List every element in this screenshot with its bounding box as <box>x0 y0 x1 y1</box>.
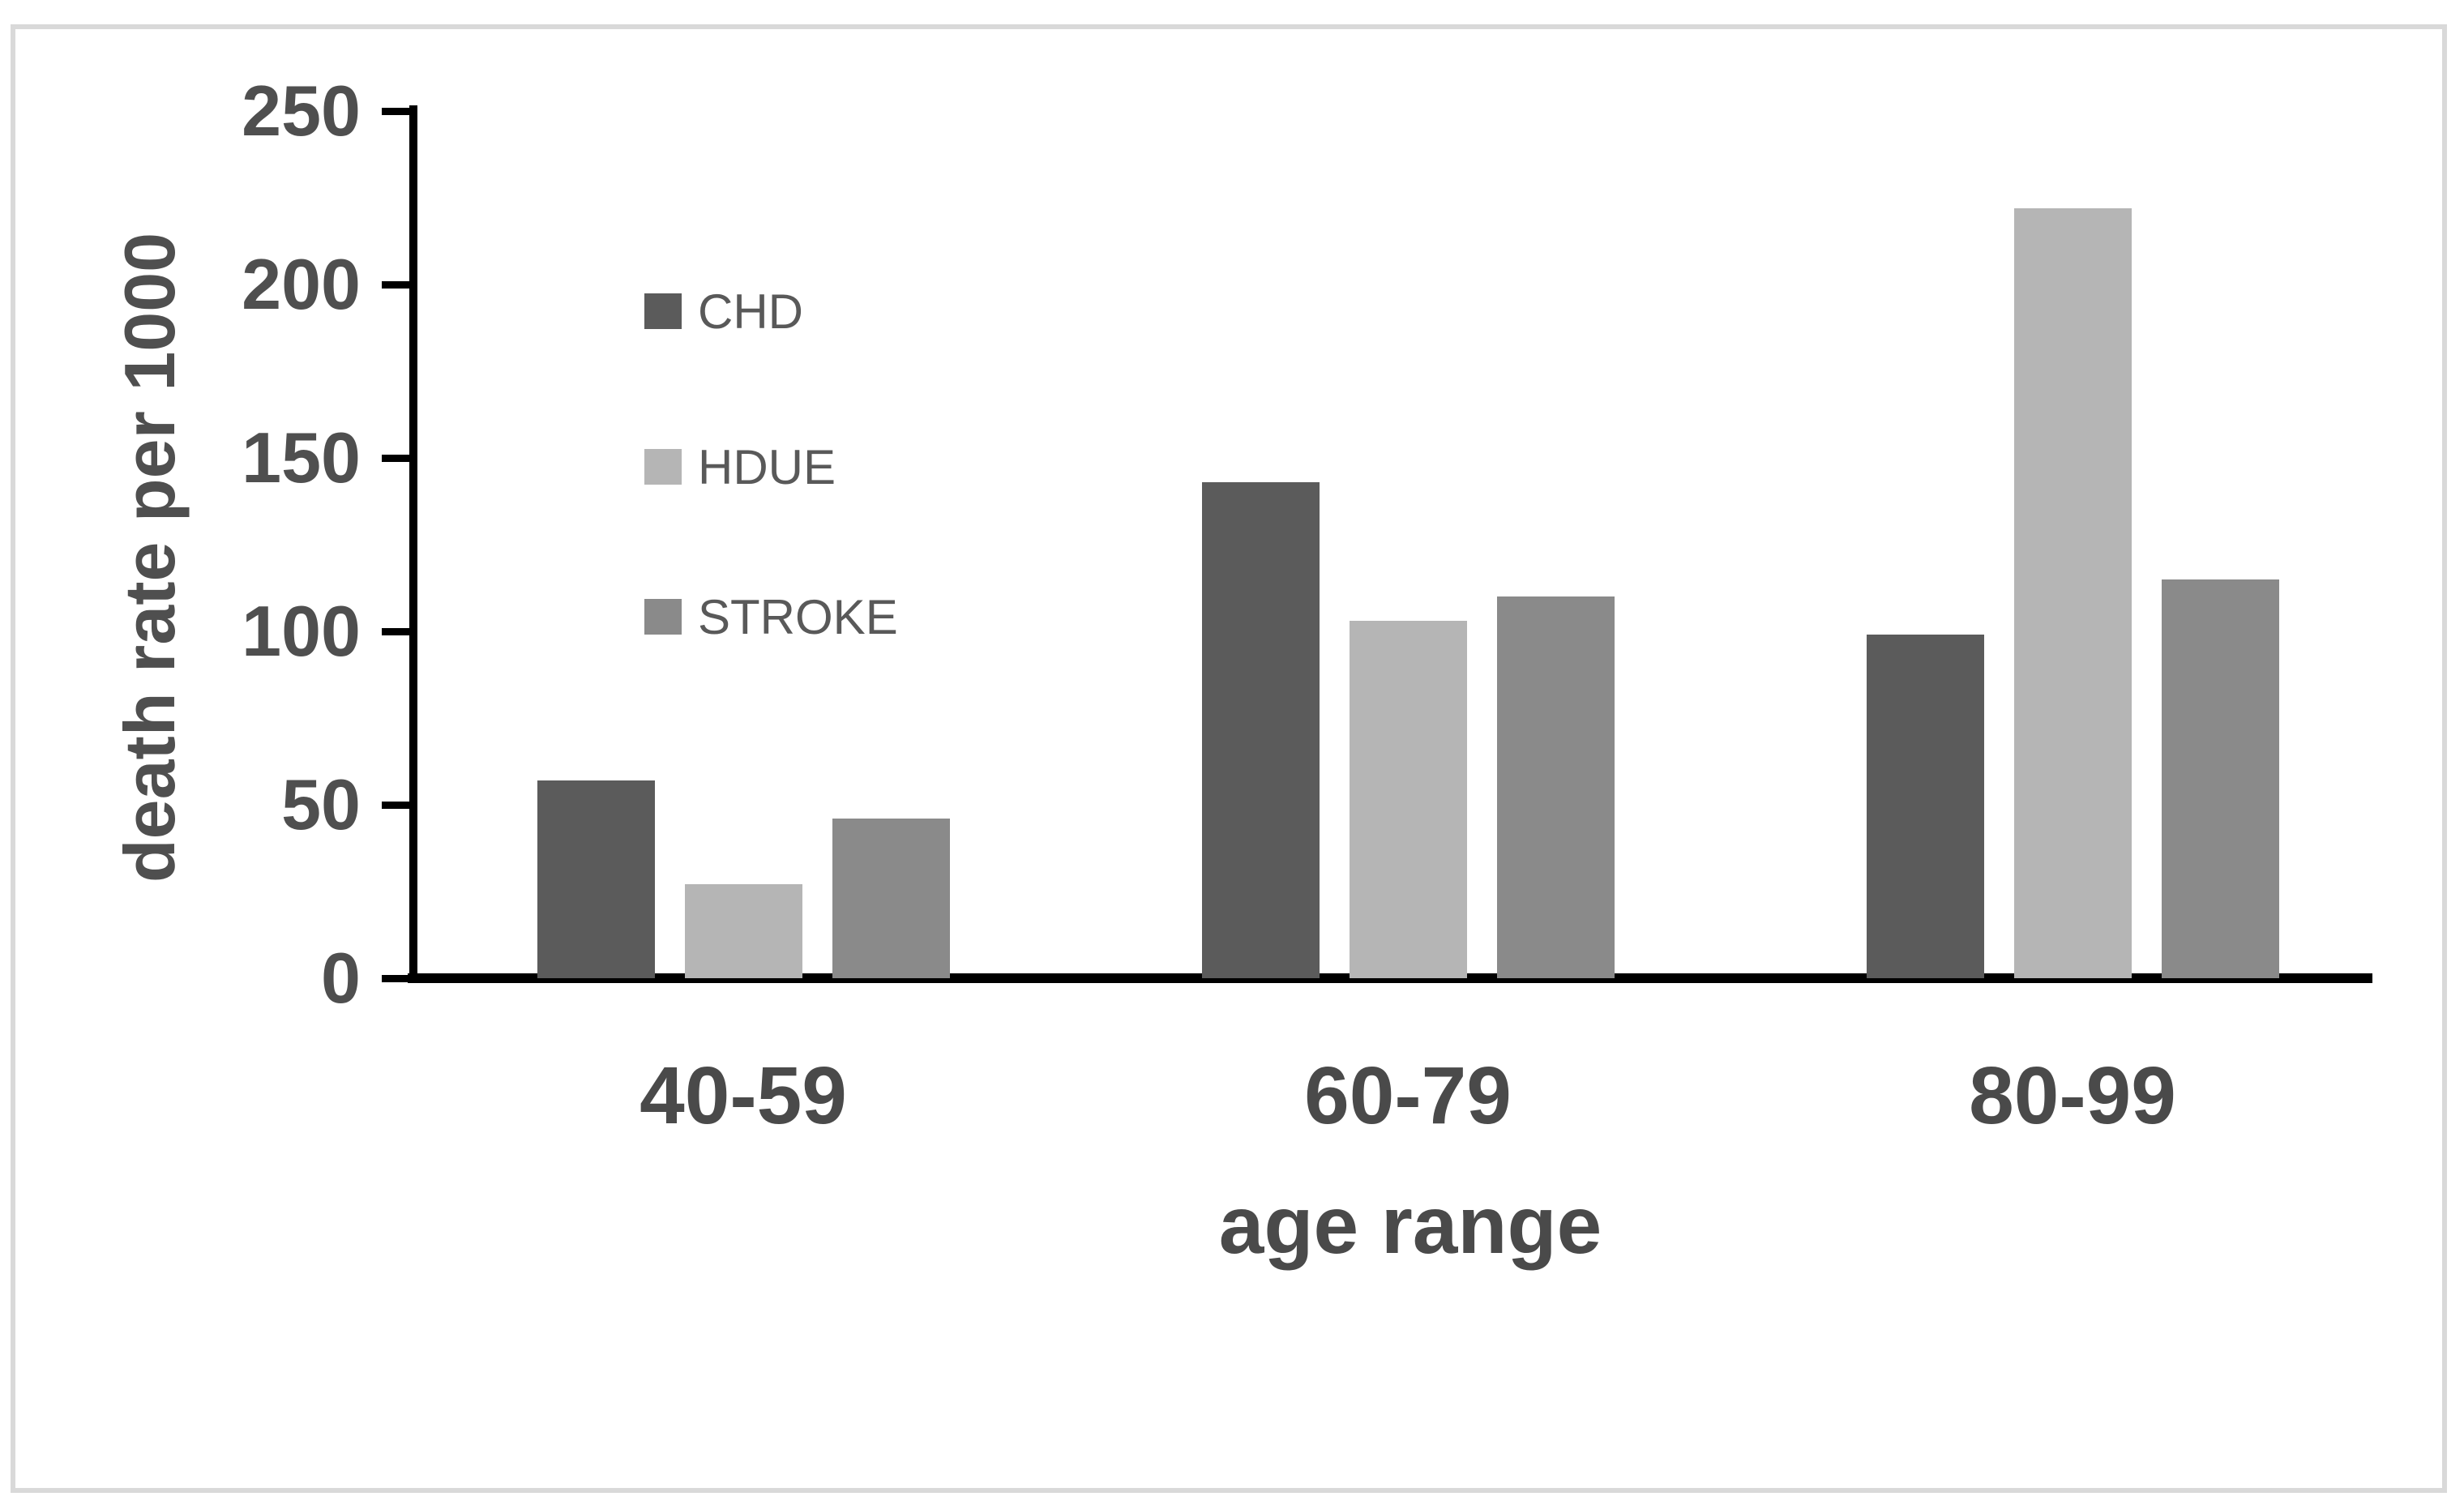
x-axis-title: age range <box>1218 1180 1602 1271</box>
legend-label-hdue: HDUE <box>698 439 836 494</box>
legend-item-stroke: STROKE <box>644 588 898 646</box>
bar-stroke-40-59 <box>832 819 950 978</box>
y-axis-line <box>409 105 417 983</box>
bar-chd-40-59 <box>537 780 655 978</box>
y-tick-label-250: 250 <box>242 71 361 151</box>
bar-hdue-40-59 <box>685 884 802 978</box>
bar-hdue-60-79 <box>1350 621 1467 978</box>
legend-item-chd: CHD <box>644 282 803 340</box>
y-tick-label-200: 200 <box>242 244 361 324</box>
chart-outer-border <box>11 24 2447 1493</box>
legend-label-stroke: STROKE <box>698 589 898 644</box>
x-category-label-80-99: 80-99 <box>1969 1050 2176 1141</box>
y-tick-label-150: 150 <box>242 417 361 498</box>
y-tick-mark-0 <box>382 975 409 982</box>
bar-stroke-60-79 <box>1497 596 1615 978</box>
y-tick-label-50: 50 <box>281 764 361 844</box>
legend-item-hdue: HDUE <box>644 438 836 496</box>
y-tick-mark-200 <box>382 281 409 289</box>
bar-chd-60-79 <box>1202 482 1320 978</box>
legend-swatch-hdue <box>644 449 682 485</box>
x-category-label-40-59: 40-59 <box>640 1050 847 1141</box>
bar-chd-80-99 <box>1867 635 1984 978</box>
y-tick-label-0: 0 <box>321 938 361 1018</box>
y-tick-mark-50 <box>382 802 409 809</box>
legend-label-chd: CHD <box>698 284 803 339</box>
bar-stroke-80-99 <box>2162 579 2279 978</box>
bar-hdue-80-99 <box>2014 208 2132 978</box>
y-tick-label-100: 100 <box>242 591 361 671</box>
x-category-label-60-79: 60-79 <box>1304 1050 1512 1141</box>
legend-swatch-stroke <box>644 599 682 635</box>
y-tick-mark-100 <box>382 628 409 635</box>
legend-swatch-chd <box>644 293 682 329</box>
y-tick-mark-250 <box>382 108 409 115</box>
y-tick-mark-150 <box>382 455 409 462</box>
